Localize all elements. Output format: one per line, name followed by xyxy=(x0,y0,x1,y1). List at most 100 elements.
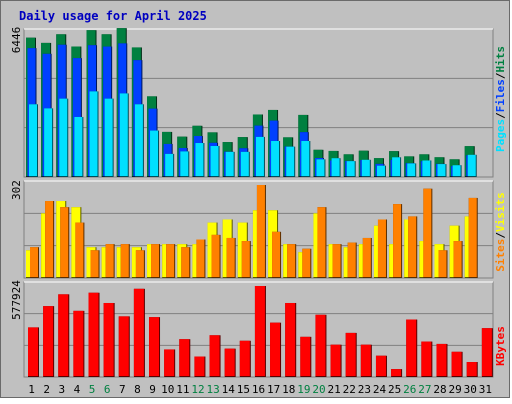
x-tick-label: 24 xyxy=(373,383,387,396)
x-tick-label: 7 xyxy=(119,383,126,396)
x-tick-label: 6 xyxy=(104,383,111,396)
panel-hits-files-pages xyxy=(23,28,494,178)
kbytes-bar xyxy=(209,335,221,377)
panel-visits-sites xyxy=(23,180,494,279)
x-tick-label: 17 xyxy=(267,383,280,396)
pages-bar xyxy=(59,98,69,177)
kbytes-bar xyxy=(103,302,115,377)
x-tick-label: 8 xyxy=(134,383,141,396)
sites-bar xyxy=(226,237,236,278)
legend-entry: Pages xyxy=(494,119,507,152)
sites-bar xyxy=(181,247,191,278)
sites-bar xyxy=(45,201,55,278)
pages-bar xyxy=(165,153,175,177)
pages-bar xyxy=(255,136,265,177)
pages-bar xyxy=(134,104,144,177)
pages-bar xyxy=(407,163,417,177)
y-max-label: 302 xyxy=(10,180,23,200)
sites-bar xyxy=(423,188,433,278)
sites-bar xyxy=(362,237,372,278)
pages-bar xyxy=(271,140,281,177)
pages-bar xyxy=(316,159,326,177)
sites-bar xyxy=(256,185,266,278)
sites-bar xyxy=(377,219,387,278)
pages-bar xyxy=(286,146,296,177)
pages-bar xyxy=(29,104,38,177)
y-max-label: 577924 xyxy=(10,280,23,320)
kbytes-bar xyxy=(194,356,206,377)
pages-bar xyxy=(210,145,220,177)
pages-bar xyxy=(150,130,160,177)
legend-kbytes: KBytes xyxy=(494,326,507,366)
pages-bar xyxy=(195,143,205,177)
kbytes-bar xyxy=(164,349,176,377)
kbytes-bar xyxy=(270,322,282,377)
sites-bar xyxy=(272,231,282,278)
legend-entry: Sites xyxy=(494,239,507,272)
x-tick-label: 23 xyxy=(358,383,371,396)
sites-bar xyxy=(408,216,418,278)
kbytes-bar xyxy=(179,339,191,377)
pages-bar xyxy=(225,151,235,177)
pages-bar xyxy=(74,116,84,177)
kbytes-bar xyxy=(345,332,357,377)
sites-bar xyxy=(30,247,39,278)
legend-entry: / xyxy=(494,232,507,239)
pages-bar xyxy=(331,158,341,177)
pages-bar xyxy=(240,151,250,177)
kbytes-bar xyxy=(330,344,342,377)
x-tick-label: 3 xyxy=(59,383,66,396)
kbytes-bar xyxy=(88,292,100,377)
sites-bar xyxy=(302,248,312,278)
legend-visits-sites: Sites/Visits xyxy=(494,192,507,272)
sites-bar xyxy=(151,244,161,278)
x-tick-label: 30 xyxy=(464,383,477,396)
kbytes-bar xyxy=(73,310,85,377)
x-tick-label: 16 xyxy=(252,383,265,396)
kbytes-bar xyxy=(481,328,493,377)
kbytes-bar xyxy=(224,348,236,377)
sites-bar xyxy=(332,244,342,278)
kbytes-bar xyxy=(149,317,161,377)
kbytes-bar xyxy=(133,288,145,377)
kbytes-bar xyxy=(285,302,297,377)
pages-bar xyxy=(119,93,129,177)
panel-kbytes xyxy=(23,281,494,378)
legend-entry: / xyxy=(494,112,507,119)
x-tick-label: 19 xyxy=(297,383,310,396)
kbytes-bar xyxy=(315,314,327,377)
sites-bar xyxy=(166,244,176,278)
legend-entry: Visits xyxy=(494,192,507,232)
pages-bar xyxy=(361,159,371,177)
sites-bar xyxy=(60,207,70,278)
pages-bar xyxy=(346,161,356,177)
sites-bar xyxy=(105,244,115,278)
x-tick-label: 5 xyxy=(89,383,96,396)
pages-bar xyxy=(301,140,311,177)
x-tick-label: 18 xyxy=(282,383,295,396)
pages-bar xyxy=(44,108,54,177)
pages-bar xyxy=(467,154,477,177)
x-tick-label: 27 xyxy=(418,383,431,396)
pages-bar xyxy=(422,160,432,177)
kbytes-bar xyxy=(406,319,418,377)
sites-bar xyxy=(75,222,85,278)
chart-title: Daily usage for April 2025 xyxy=(19,9,207,23)
legend-hits-files-pages: Pages/Files/Hits xyxy=(494,46,507,152)
kbytes-bar xyxy=(43,306,55,377)
x-tick-label: 20 xyxy=(312,383,325,396)
sites-bar xyxy=(196,239,206,278)
legend-entry: KBytes xyxy=(494,326,507,366)
sites-bar xyxy=(287,244,297,278)
sites-bar xyxy=(317,207,327,278)
y-max-label: 6446 xyxy=(10,27,23,54)
kbytes-bar xyxy=(375,355,387,377)
sites-bar xyxy=(468,197,478,278)
sites-bar xyxy=(347,242,357,278)
sites-bar xyxy=(120,244,130,278)
x-tick-label: 11 xyxy=(176,383,189,396)
kbytes-bar xyxy=(466,362,478,377)
kbytes-bar xyxy=(421,341,433,377)
